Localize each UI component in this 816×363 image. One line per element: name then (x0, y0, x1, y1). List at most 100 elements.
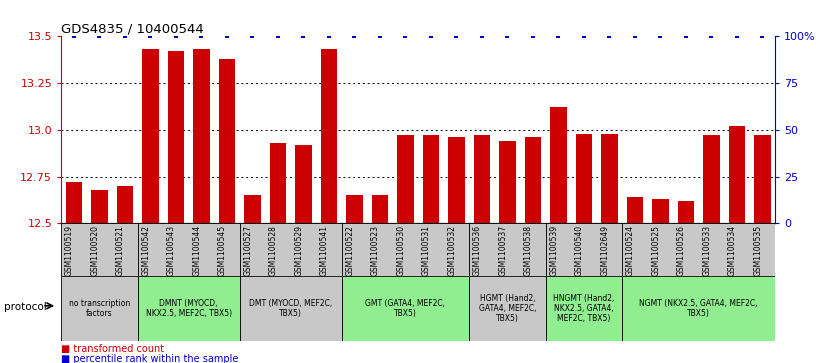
Point (450, 33, 463, 39)
Point (628, 33, 641, 39)
Bar (346, 195, 363, 223)
Bar (240, 223, 342, 276)
Text: GSM1100529: GSM1100529 (295, 225, 304, 276)
Point (195, 33, 208, 39)
Bar (193, 49, 210, 223)
Point (220, 33, 233, 39)
Point (399, 33, 412, 39)
Bar (61, 276, 138, 341)
Text: HNGMT (Hand2,
NKX2.5, GATA4,
MEF2C, TBX5): HNGMT (Hand2, NKX2.5, GATA4, MEF2C, TBX5… (553, 294, 614, 323)
Bar (342, 223, 469, 276)
Bar (138, 276, 240, 341)
Bar (240, 276, 342, 341)
Bar (244, 195, 261, 223)
Bar (575, 134, 592, 223)
Bar (622, 276, 775, 341)
Bar (703, 135, 720, 223)
Bar (622, 223, 775, 276)
Bar (321, 49, 337, 223)
Bar (423, 135, 439, 223)
Point (297, 33, 310, 39)
Text: NGMT (NKX2.5, GATA4, MEF2C,
TBX5): NGMT (NKX2.5, GATA4, MEF2C, TBX5) (640, 299, 758, 318)
Point (705, 33, 718, 39)
Text: protocol: protocol (4, 302, 47, 312)
Text: GDS4835 / 10400544: GDS4835 / 10400544 (61, 22, 204, 35)
Text: GSM1100542: GSM1100542 (141, 225, 150, 276)
Bar (469, 223, 546, 276)
Bar (525, 137, 541, 223)
Text: no transcription
factors: no transcription factors (69, 299, 130, 318)
Point (374, 33, 387, 39)
Text: GSM1100526: GSM1100526 (677, 225, 686, 276)
Text: DMT (MYOCD, MEF2C,
TBX5): DMT (MYOCD, MEF2C, TBX5) (249, 299, 332, 318)
Point (654, 33, 667, 39)
Bar (342, 276, 469, 341)
Point (603, 33, 616, 39)
Bar (627, 197, 643, 223)
Text: GSM1100532: GSM1100532 (447, 225, 456, 276)
Point (144, 33, 157, 39)
Text: GSM1100519: GSM1100519 (65, 225, 74, 276)
Bar (219, 59, 235, 223)
Text: GSM1100522: GSM1100522 (345, 225, 354, 276)
Point (476, 33, 489, 39)
Bar (295, 145, 312, 223)
Text: DMNT (MYOCD,
NKX2.5, MEF2C, TBX5): DMNT (MYOCD, NKX2.5, MEF2C, TBX5) (145, 299, 232, 318)
Text: GSM1100534: GSM1100534 (728, 225, 737, 276)
Text: GSM1100541: GSM1100541 (320, 225, 329, 276)
Bar (754, 135, 771, 223)
Text: GSM1100530: GSM1100530 (397, 225, 406, 276)
Text: GSM1100544: GSM1100544 (193, 225, 202, 276)
Bar (397, 135, 414, 223)
Text: GSM1100528: GSM1100528 (269, 225, 278, 276)
Bar (729, 126, 745, 223)
Text: GSM1100533: GSM1100533 (703, 225, 712, 276)
Text: GMT (GATA4, MEF2C,
TBX5): GMT (GATA4, MEF2C, TBX5) (366, 299, 446, 318)
Bar (117, 186, 133, 223)
Bar (473, 135, 490, 223)
Text: ■ transformed count: ■ transformed count (61, 344, 164, 354)
Point (348, 33, 361, 39)
Bar (65, 182, 82, 223)
Point (424, 33, 437, 39)
Text: GSM1100540: GSM1100540 (575, 225, 584, 276)
Text: GSM1100520: GSM1100520 (91, 225, 100, 276)
Bar (138, 223, 240, 276)
Point (272, 33, 285, 39)
Bar (550, 107, 567, 223)
Text: GSM1100521: GSM1100521 (116, 225, 125, 276)
Bar (499, 141, 516, 223)
Text: GSM1100539: GSM1100539 (549, 225, 558, 276)
Text: GSM1100527: GSM1100527 (243, 225, 252, 276)
Bar (61, 223, 138, 276)
Bar (652, 199, 669, 223)
Bar (167, 51, 184, 223)
Text: GSM1100525: GSM1100525 (651, 225, 660, 276)
Text: GSM1100538: GSM1100538 (524, 225, 533, 276)
Point (170, 33, 183, 39)
Point (552, 33, 565, 39)
Point (118, 33, 131, 39)
Text: GSM1100531: GSM1100531 (422, 225, 431, 276)
Point (756, 33, 769, 39)
Text: ■ percentile rank within the sample: ■ percentile rank within the sample (61, 354, 238, 363)
Bar (448, 137, 465, 223)
Point (501, 33, 514, 39)
Bar (142, 49, 159, 223)
Text: GSM1100545: GSM1100545 (218, 225, 227, 276)
Point (526, 33, 539, 39)
Point (680, 33, 693, 39)
Text: GSM1100536: GSM1100536 (473, 225, 482, 276)
Point (578, 33, 591, 39)
Bar (371, 195, 388, 223)
Bar (546, 223, 622, 276)
Text: HGMT (Hand2,
GATA4, MEF2C,
TBX5): HGMT (Hand2, GATA4, MEF2C, TBX5) (479, 294, 536, 323)
Text: GSM1100524: GSM1100524 (626, 225, 635, 276)
Point (246, 33, 259, 39)
Bar (546, 276, 622, 341)
Text: GSM1102649: GSM1102649 (601, 225, 610, 276)
Text: GSM1100523: GSM1100523 (371, 225, 380, 276)
Bar (677, 201, 694, 223)
Point (730, 33, 743, 39)
Text: GSM1100543: GSM1100543 (167, 225, 176, 276)
